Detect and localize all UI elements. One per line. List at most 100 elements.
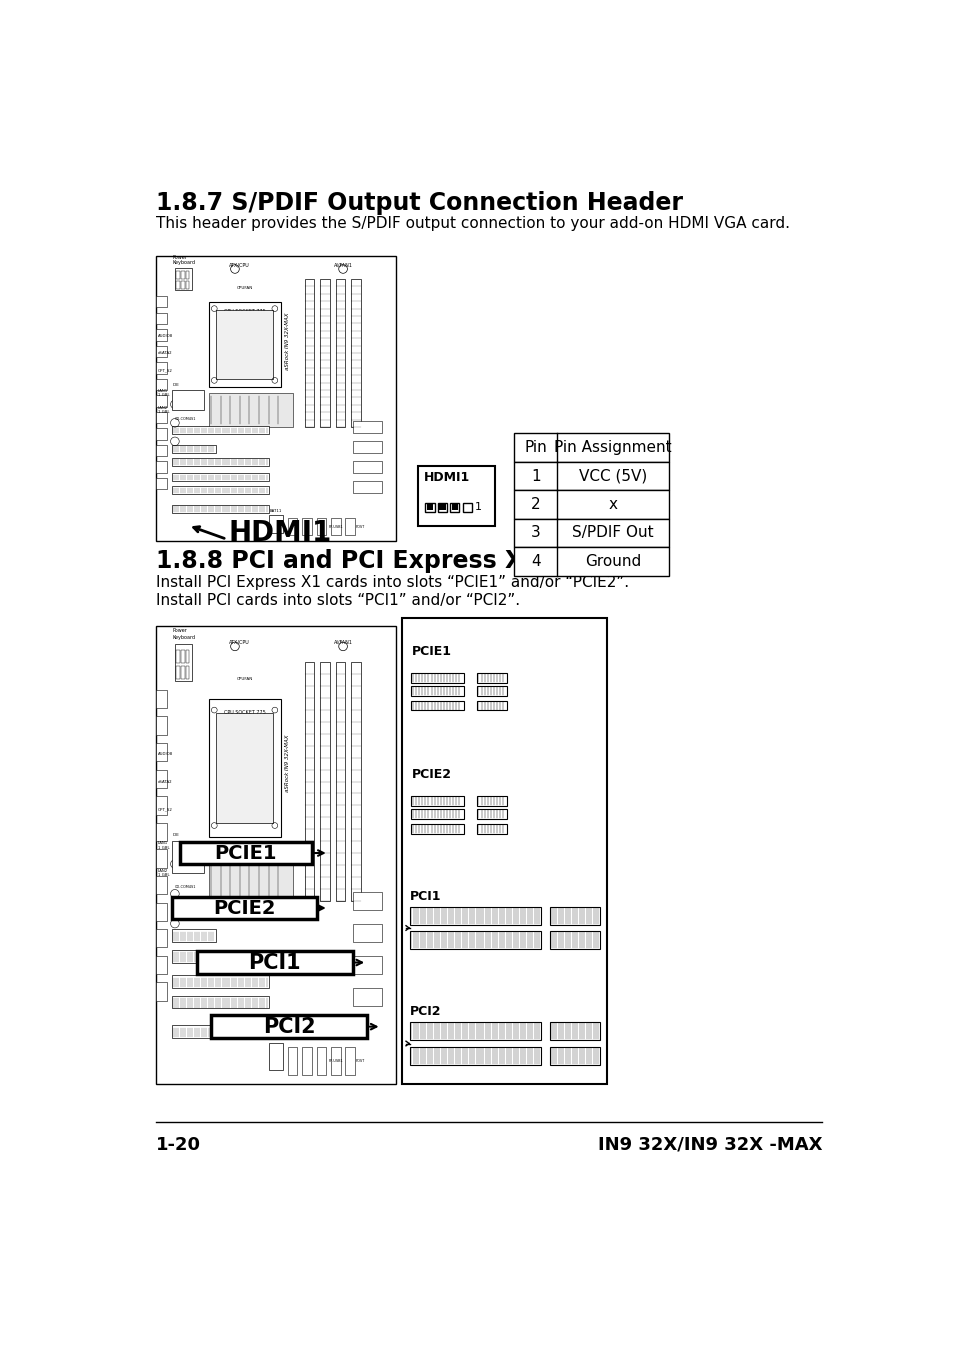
Bar xyxy=(514,548,669,576)
Bar xyxy=(211,1015,367,1038)
Bar xyxy=(402,618,607,1084)
Bar xyxy=(156,445,167,456)
Text: CPU SOCKET 775: CPU SOCKET 775 xyxy=(223,308,265,314)
Text: Power: Power xyxy=(172,627,187,633)
Bar xyxy=(353,461,381,473)
Bar xyxy=(156,690,167,708)
Bar xyxy=(156,412,167,423)
Text: This header provides the S/PDIF output connection to your add-on HDMI VGA card.: This header provides the S/PDIF output c… xyxy=(155,216,789,231)
Bar xyxy=(288,518,297,535)
Bar xyxy=(410,907,540,925)
Text: CD-COM4S1: CD-COM4S1 xyxy=(174,886,196,888)
Text: AUDIO8: AUDIO8 xyxy=(158,752,173,756)
Bar xyxy=(331,518,340,535)
Bar xyxy=(410,932,540,949)
Text: 4: 4 xyxy=(531,554,540,569)
Bar xyxy=(156,362,167,373)
Text: 1: 1 xyxy=(475,502,481,512)
Bar xyxy=(181,650,185,664)
Text: Keyboard: Keyboard xyxy=(172,634,195,639)
Text: ATX/CPU: ATX/CPU xyxy=(229,639,250,644)
Bar xyxy=(172,457,269,465)
Text: eSATA2: eSATA2 xyxy=(158,780,172,784)
Text: 2: 2 xyxy=(531,498,540,512)
Text: LAN2
1 GBL: LAN2 1 GBL xyxy=(158,869,170,877)
Text: HDMI1: HDMI1 xyxy=(228,519,332,548)
Bar xyxy=(351,662,360,900)
Text: IDE: IDE xyxy=(172,833,179,837)
Text: eSATA2: eSATA2 xyxy=(158,352,172,356)
Text: PCIE1: PCIE1 xyxy=(214,844,276,863)
Bar xyxy=(304,662,314,900)
Text: IDE: IDE xyxy=(172,383,179,387)
Bar xyxy=(353,923,381,942)
Text: AI/FAN1: AI/FAN1 xyxy=(334,262,353,268)
Bar xyxy=(156,903,167,921)
Text: aSRock IN9 32X-MAX: aSRock IN9 32X-MAX xyxy=(285,734,290,792)
Bar xyxy=(156,956,167,973)
Bar xyxy=(209,393,293,427)
Text: Install PCI cards into slots “PCI1” and/or “PCI2”.: Install PCI cards into slots “PCI1” and/… xyxy=(155,594,519,608)
Bar xyxy=(155,626,395,1084)
Bar xyxy=(156,717,167,735)
Bar xyxy=(181,667,185,679)
Bar xyxy=(316,1048,326,1075)
Bar xyxy=(462,503,472,512)
Text: S/PDIF Out: S/PDIF Out xyxy=(572,526,654,541)
Bar xyxy=(450,503,459,512)
Bar xyxy=(302,518,312,535)
Bar xyxy=(186,281,190,289)
Bar xyxy=(353,441,381,453)
Bar xyxy=(411,673,463,683)
Bar xyxy=(156,929,167,948)
Bar xyxy=(304,279,314,427)
Bar xyxy=(181,270,185,279)
Text: BAT11: BAT11 xyxy=(270,508,282,512)
Bar xyxy=(172,995,269,1009)
Bar xyxy=(411,700,463,711)
Bar xyxy=(353,891,381,910)
Text: LAN2
1 GBL: LAN2 1 GBL xyxy=(158,406,170,414)
Bar xyxy=(331,1048,340,1075)
Text: CPUFAN: CPUFAN xyxy=(236,287,253,291)
Bar xyxy=(172,1025,269,1038)
Bar xyxy=(156,796,167,814)
Text: OPT_S2: OPT_S2 xyxy=(158,807,172,811)
Text: PCI2: PCI2 xyxy=(410,1006,441,1018)
Text: ATX/CPU: ATX/CPU xyxy=(229,262,250,268)
Bar xyxy=(417,465,495,526)
Bar xyxy=(172,487,269,493)
Text: 3: 3 xyxy=(531,526,540,541)
Text: Keyboard: Keyboard xyxy=(172,260,195,265)
Text: CPU SOCKET 775: CPU SOCKET 775 xyxy=(223,710,265,715)
Text: 1-20: 1-20 xyxy=(155,1136,200,1153)
Bar xyxy=(156,477,167,489)
Bar xyxy=(476,825,507,834)
Bar xyxy=(345,518,355,535)
Bar xyxy=(176,650,179,664)
Bar xyxy=(196,950,353,973)
Bar xyxy=(156,849,167,868)
Bar xyxy=(550,1022,599,1040)
Bar xyxy=(335,279,345,427)
Bar xyxy=(156,744,167,761)
Text: 1: 1 xyxy=(531,469,540,484)
Bar xyxy=(411,796,463,806)
Bar xyxy=(172,929,215,942)
Bar xyxy=(174,268,192,291)
Bar xyxy=(176,281,179,289)
Bar xyxy=(410,1046,540,1064)
Bar xyxy=(156,429,167,439)
Text: VCC (5V): VCC (5V) xyxy=(578,469,647,484)
Bar xyxy=(176,270,179,279)
Bar xyxy=(514,462,669,491)
Bar xyxy=(156,395,167,407)
Text: PP-USB1: PP-USB1 xyxy=(328,525,343,529)
Bar xyxy=(156,312,167,324)
Bar xyxy=(288,1048,297,1075)
Bar xyxy=(172,975,269,988)
Bar xyxy=(179,842,312,864)
Bar xyxy=(209,301,280,387)
Text: POST: POST xyxy=(355,525,364,529)
Text: BAT11: BAT11 xyxy=(270,1034,282,1038)
